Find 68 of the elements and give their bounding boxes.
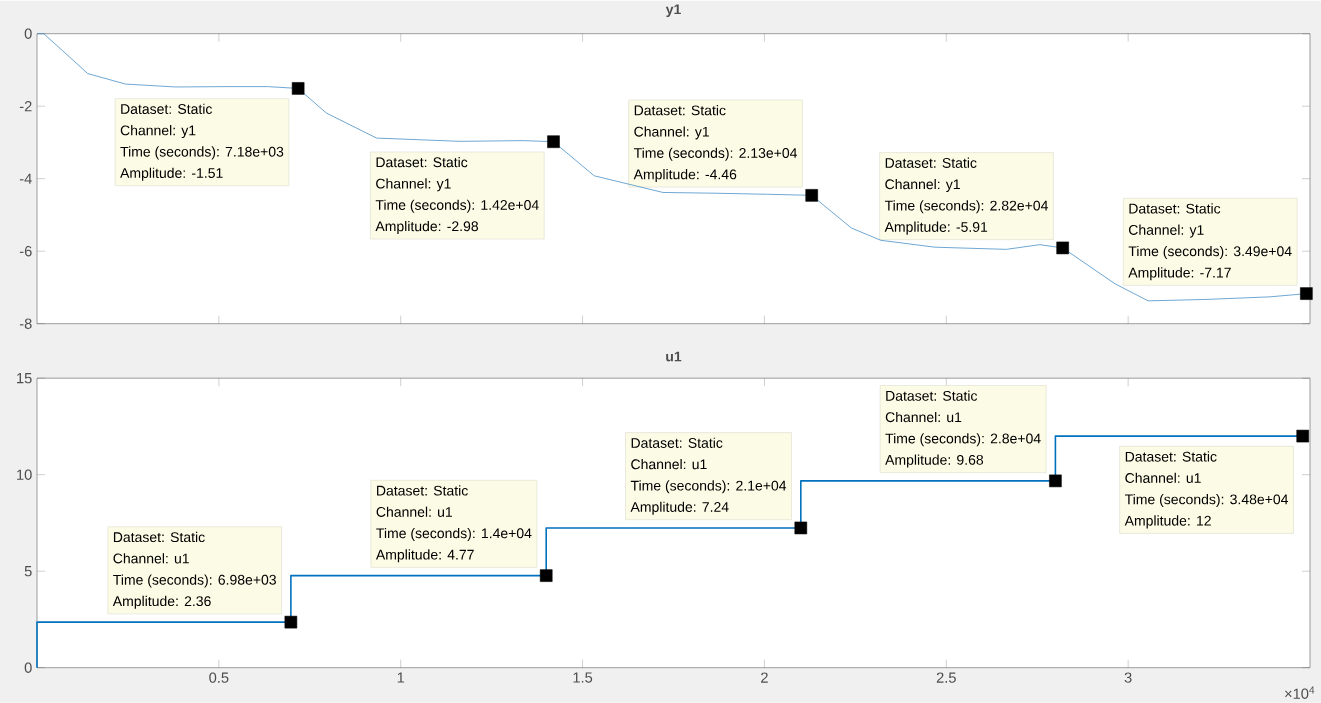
x-axis-title: ×10$^{4}$ [1285, 686, 1315, 699]
point [805, 188, 818, 202]
annotation: Dataset: Static [634, 104, 726, 116]
y-tick-label: -6 [19, 245, 32, 257]
annotation: Channel: y1 [120, 124, 196, 138]
y-tick-label: -8 [19, 318, 32, 329]
annotation: Channel: u1 [1125, 472, 1201, 483]
x-tick-label: 2 [761, 672, 768, 683]
annotation: Channel: y1 [885, 178, 960, 192]
annotation: Dataset: Static [121, 103, 213, 114]
annotation: Time (seconds): 1.42e+04 [375, 199, 539, 213]
annotation: Channel: u1 [376, 506, 452, 517]
chart-title: y1 [665, 4, 681, 17]
annotation: Dataset: Static [886, 390, 978, 401]
point [291, 81, 305, 95]
point [794, 521, 808, 535]
annotation: Amplitude: -2.98 [375, 220, 479, 234]
annotation: Amplitude: 7.24 [630, 501, 729, 515]
annotation: Time (seconds): 6.98e+03 [113, 574, 276, 588]
annotation: Time (seconds): 3.48e+04 [1124, 493, 1289, 507]
annotation: Time (seconds): 2.13e+04 [633, 147, 797, 161]
annotation: Channel: y1 [634, 126, 709, 140]
x-tick-label: 3 [1124, 672, 1132, 683]
annotation: Channel: u1 [885, 411, 962, 422]
annotation: Amplitude: 12 [1124, 515, 1211, 529]
annotation: Dataset: Static [1125, 451, 1217, 462]
annotation: Channel: y1 [1129, 224, 1204, 238]
annotation: Time (seconds): 2.82e+04 [884, 200, 1048, 214]
point [1056, 241, 1069, 255]
annotation: Dataset: Static [885, 157, 977, 168]
annotation: Amplitude: -1.51 [120, 167, 223, 181]
y-tick-label: 0 [24, 28, 32, 39]
y-tick-label: 15 [17, 372, 32, 384]
point [547, 135, 560, 148]
x-tick-label: 1 [397, 672, 405, 683]
x-tick-label: 1.5 [573, 672, 593, 683]
y-tick-label: 10 [17, 469, 32, 480]
point [1300, 287, 1313, 300]
y-tick-label: -4 [19, 173, 32, 184]
annotation: Amplitude: 2.36 [112, 595, 211, 609]
annotation: Dataset: Static [1129, 203, 1221, 214]
annotation: Dataset: Static [631, 437, 723, 448]
y-tick-label: 0 [24, 662, 32, 673]
annotation: Channel: y1 [376, 178, 451, 192]
x-tick-label: 2.5 [936, 672, 956, 683]
y-tick-label: 5 [24, 565, 32, 577]
annotation: Dataset: Static [377, 485, 468, 496]
annotation: Channel: u1 [631, 458, 707, 470]
point [539, 569, 553, 582]
point [1049, 474, 1062, 487]
annotation: Time (seconds): 7.18e+03 [120, 146, 284, 160]
point [284, 615, 298, 629]
annotation: Amplitude: -4.46 [633, 168, 737, 182]
point [1296, 429, 1309, 443]
annotation: Time (seconds): 1.4e+04 [376, 527, 532, 541]
annotation: Channel: u1 [113, 552, 189, 564]
annotation: Amplitude: -5.91 [884, 221, 988, 235]
annotation: Dataset: Static [113, 531, 205, 542]
annotation: Amplitude: 4.77 [375, 549, 474, 563]
annotation: Amplitude: 9.68 [885, 454, 984, 468]
y-tick-label: -2 [19, 100, 32, 112]
chart-title: u1 [666, 351, 682, 362]
annotation: Amplitude: -7.17 [1128, 267, 1231, 281]
annotation: Time (seconds): 2.8e+04 [885, 433, 1041, 447]
annotation: Time (seconds): 2.1e+04 [630, 480, 787, 494]
annotation: Time (seconds): 3.49e+04 [1128, 245, 1292, 259]
x-tick-label: 0.5 [209, 672, 229, 683]
annotation: Dataset: Static [376, 156, 468, 168]
